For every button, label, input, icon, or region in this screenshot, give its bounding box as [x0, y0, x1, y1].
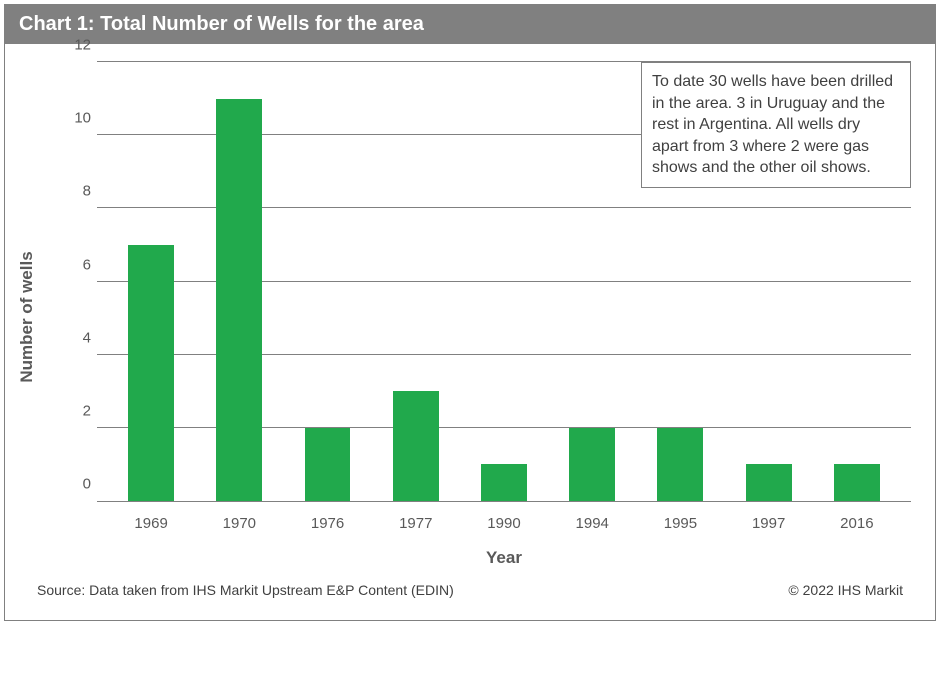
x-tick-label: 1969 [107, 515, 195, 532]
y-tick-label: 6 [63, 256, 91, 273]
x-tick-label: 1995 [636, 515, 724, 532]
y-tick-label: 2 [63, 402, 91, 419]
bar-slot [107, 62, 195, 501]
bar [216, 99, 262, 501]
plot-region: Number of wells 024681012To date 30 well… [67, 62, 911, 572]
chart-container: Chart 1: Total Number of Wells for the a… [4, 4, 936, 621]
x-tick-labels: 196919701976197719901994199519972016 [97, 515, 911, 532]
bar-slot [283, 62, 371, 501]
bar [128, 245, 174, 501]
x-tick-label: 1977 [372, 515, 460, 532]
copyright-text: © 2022 IHS Markit [788, 582, 903, 598]
bar [746, 464, 792, 501]
bar-slot [195, 62, 283, 501]
y-tick-label: 10 [63, 110, 91, 127]
bar [481, 464, 527, 501]
y-tick-label: 0 [63, 476, 91, 493]
x-axis-label: Year [97, 548, 911, 568]
x-tick-label: 1976 [283, 515, 371, 532]
annotation-box: To date 30 wells have been drilled in th… [641, 62, 911, 188]
chart-footer: Source: Data taken from IHS Markit Upstr… [23, 572, 917, 610]
chart-body: Number of wells 024681012To date 30 well… [5, 44, 935, 620]
bar [305, 428, 351, 501]
x-tick-label: 1994 [548, 515, 636, 532]
bar [834, 464, 880, 501]
y-tick-label: 8 [63, 183, 91, 200]
bar-slot [372, 62, 460, 501]
source-text: Source: Data taken from IHS Markit Upstr… [37, 582, 454, 598]
x-tick-label: 1997 [725, 515, 813, 532]
chart-title: Chart 1: Total Number of Wells for the a… [5, 5, 935, 44]
plot-area: 024681012To date 30 wells have been dril… [97, 62, 911, 502]
x-tick-label: 1990 [460, 515, 548, 532]
x-tick-label: 1970 [195, 515, 283, 532]
y-tick-label: 12 [63, 37, 91, 54]
y-axis-label: Number of wells [17, 251, 37, 382]
x-tick-label: 2016 [813, 515, 901, 532]
y-tick-label: 4 [63, 329, 91, 346]
bar [657, 428, 703, 501]
bar [393, 391, 439, 501]
bar-slot [460, 62, 548, 501]
bar [569, 428, 615, 501]
bar-slot [548, 62, 636, 501]
